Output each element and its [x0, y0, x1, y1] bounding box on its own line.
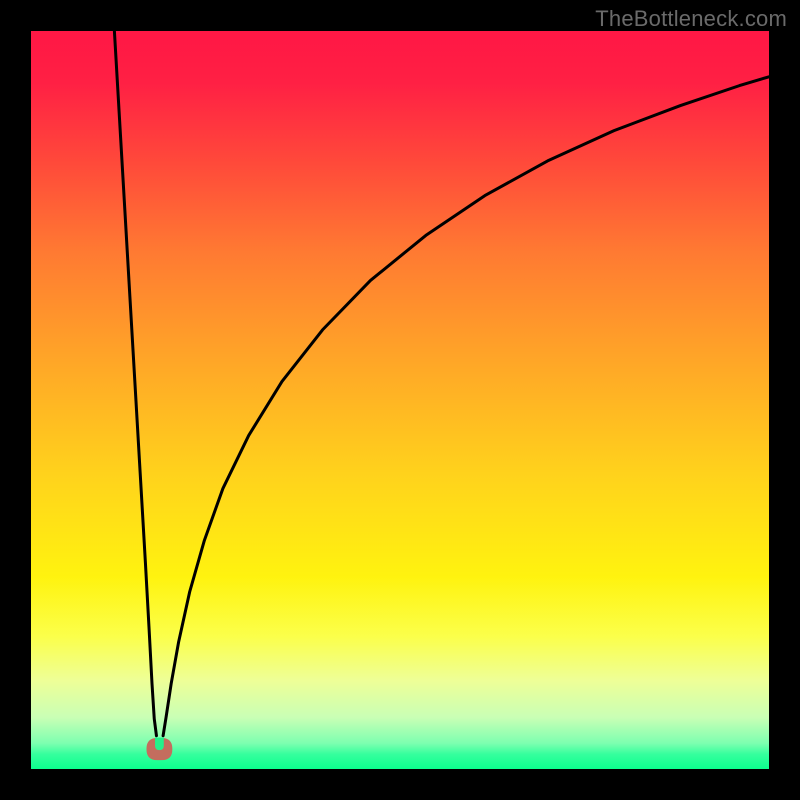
watermark-text: TheBottleneck.com	[595, 6, 787, 32]
stage: TheBottleneck.com	[0, 0, 800, 800]
notch-blob	[146, 738, 172, 761]
plot-svg	[0, 0, 800, 800]
curve-right-branch	[163, 77, 769, 736]
curve-left-branch	[114, 31, 156, 736]
